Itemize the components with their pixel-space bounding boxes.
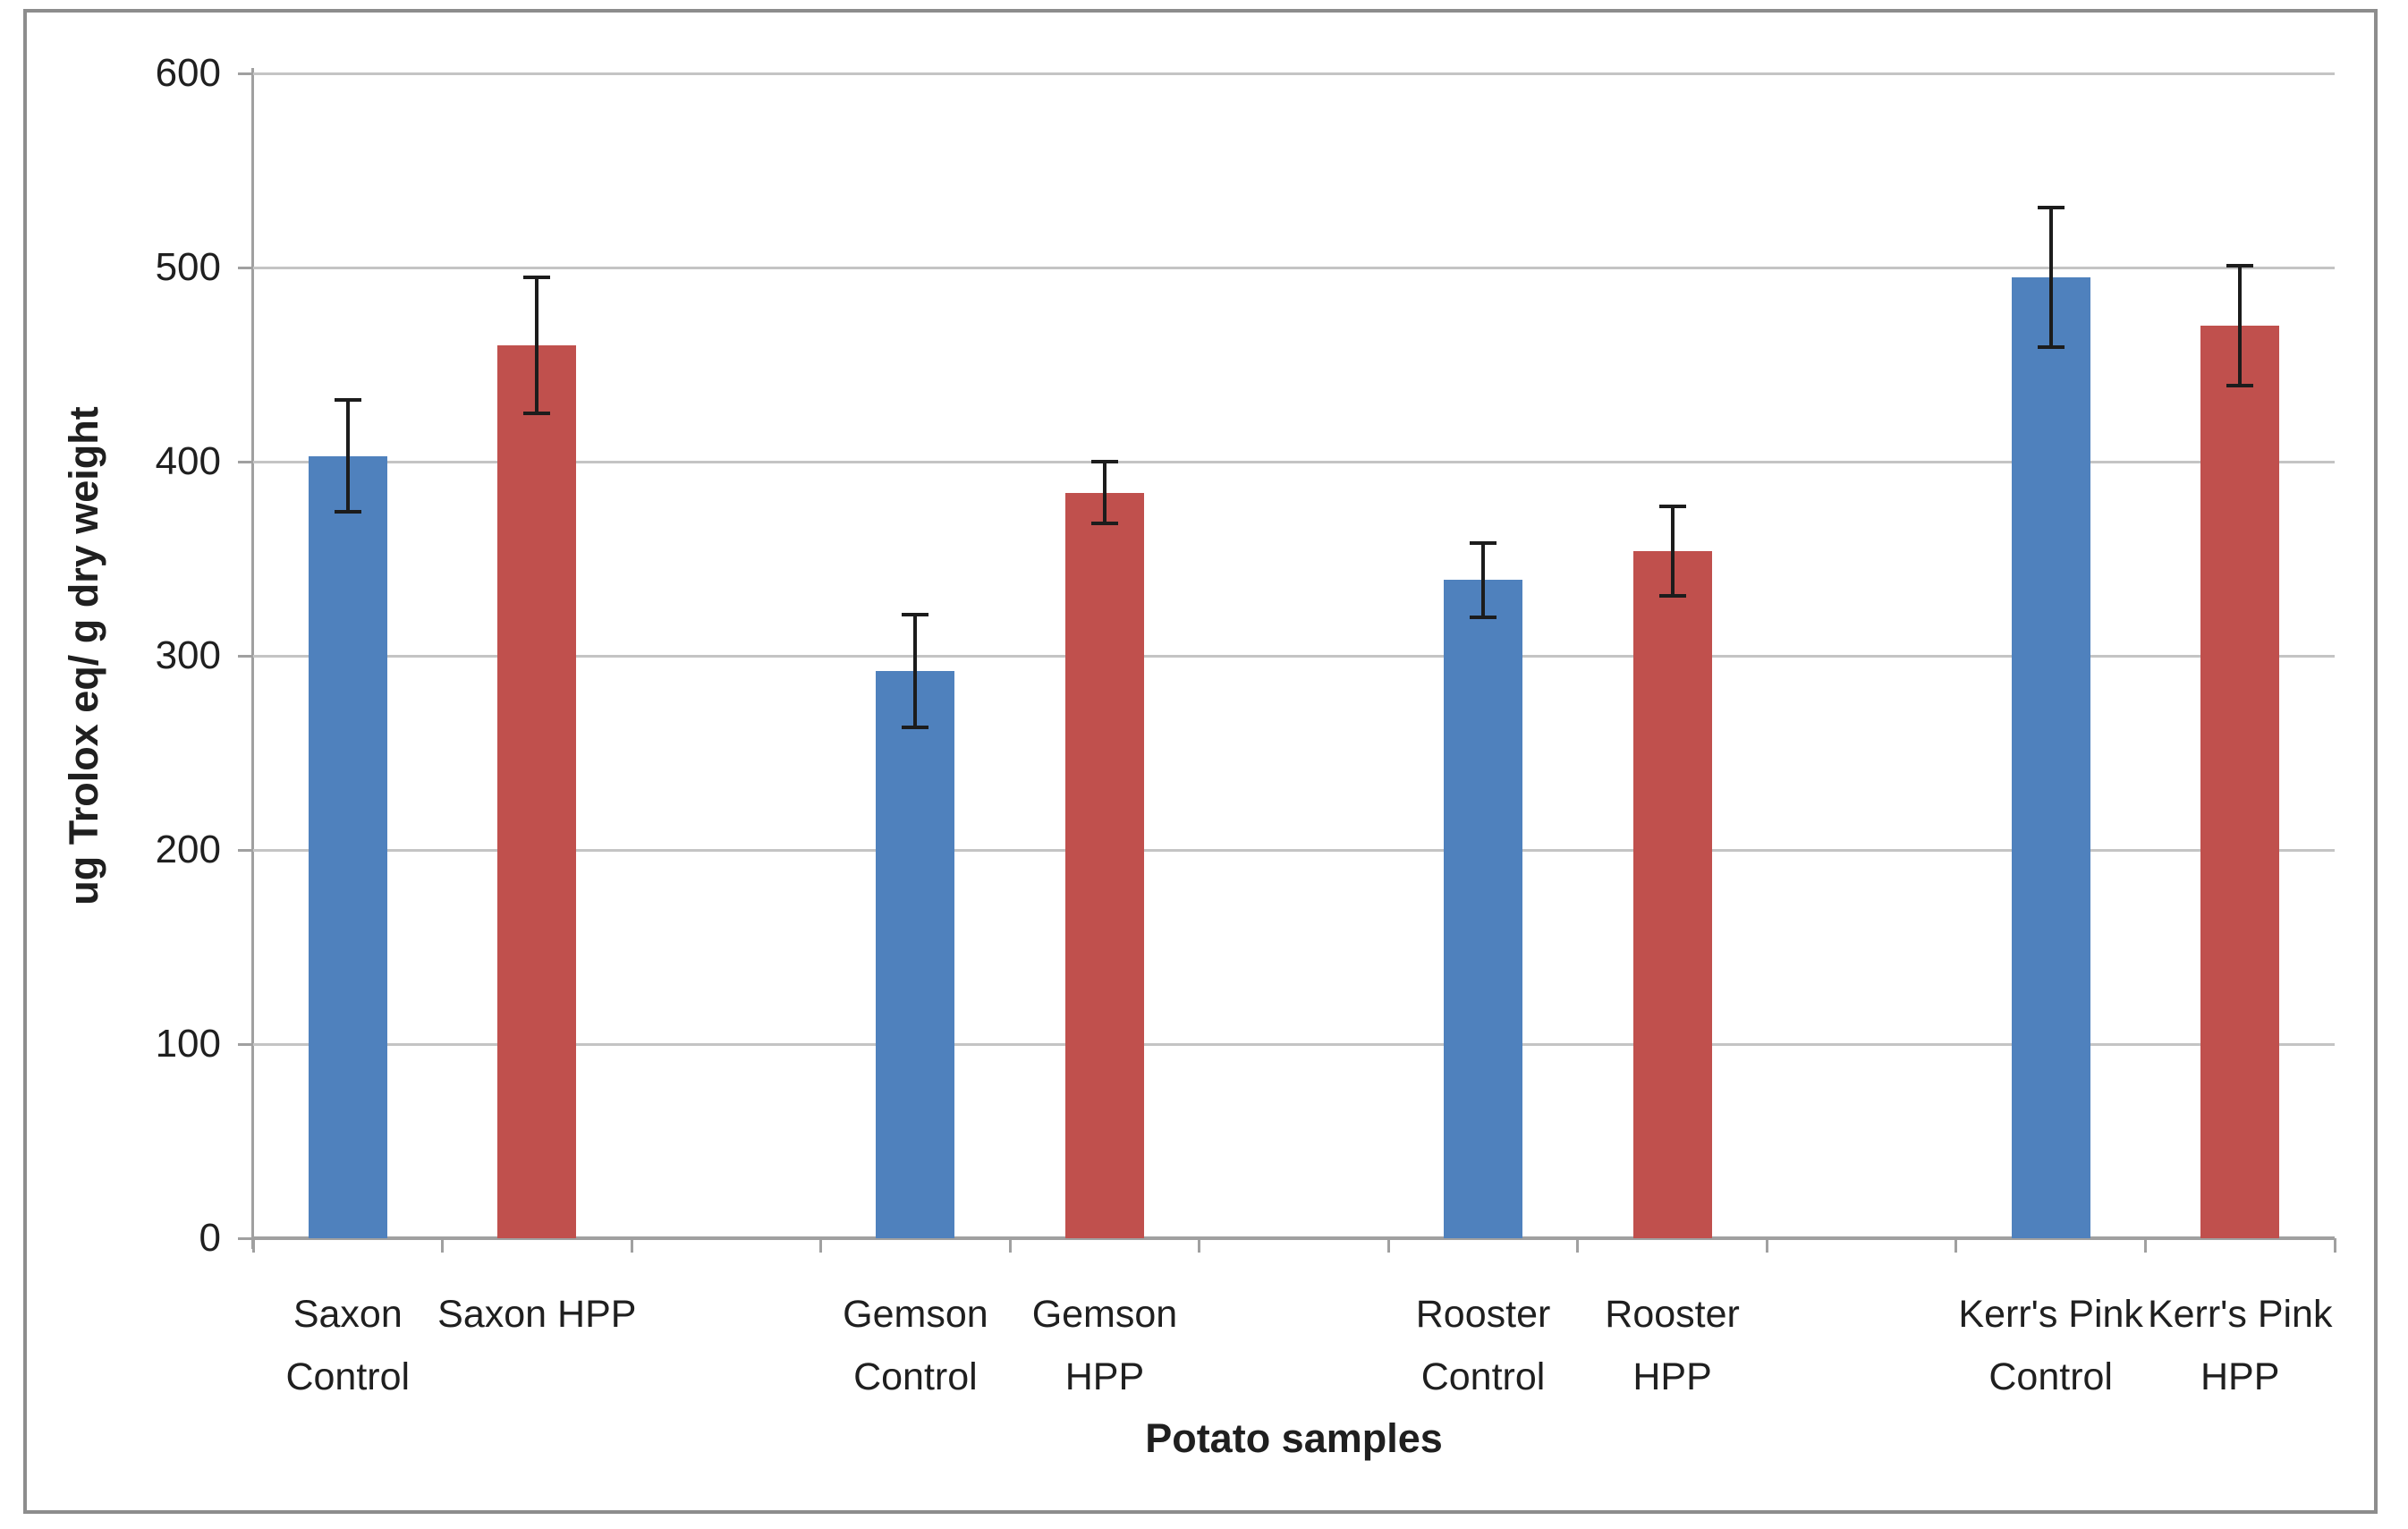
category-label-gemson-control: Gemson Control: [745, 1283, 1085, 1408]
bar-gemson-control: [876, 671, 955, 1238]
error-bar-cap-bottom: [902, 726, 929, 730]
category-label-saxon-control: Saxon Control: [178, 1283, 518, 1408]
error-bar-cap-bottom: [1658, 593, 1686, 598]
y-tick-100: [238, 1043, 252, 1046]
x-tick-11: [2333, 1238, 2336, 1253]
x-tick-9: [1954, 1238, 1958, 1253]
error-bar-line: [1670, 505, 1675, 596]
y-tick-label-600: 600: [155, 51, 221, 95]
category-label-line: Gemson: [843, 1293, 988, 1336]
y-tick-label-300: 300: [155, 633, 221, 677]
category-label-gemson-hpp: Gemson HPP: [935, 1283, 1275, 1408]
bar-gemson-hpp: [1064, 492, 1144, 1238]
bar-kerr-s-pink-control: [2011, 276, 2090, 1238]
category-label-line: Saxon HPP: [437, 1293, 637, 1336]
error-bar-line: [345, 399, 350, 513]
y-tick-400: [238, 461, 252, 463]
error-bar-line: [2048, 207, 2053, 347]
error-bar-cap-top: [334, 397, 361, 402]
y-tick-600: [238, 72, 252, 75]
x-tick-3: [819, 1238, 823, 1253]
error-bar-cap-bottom: [2037, 344, 2065, 349]
bar-rooster-control: [1444, 580, 1523, 1238]
category-label-saxon-hpp: Saxon HPP: [367, 1283, 707, 1346]
category-label-line: Rooster: [1605, 1293, 1740, 1336]
chart-outer-border: [23, 9, 2378, 1514]
category-label-line: HPP: [2200, 1355, 2280, 1398]
y-tick-label-200: 200: [155, 828, 221, 871]
error-bar-line: [1481, 543, 1486, 617]
y-tick-0: [238, 1237, 252, 1240]
category-label-line: Control: [853, 1355, 978, 1398]
error-bar-cap-bottom: [1470, 615, 1497, 619]
error-bar-cap-top: [1090, 460, 1118, 463]
x-tick-2: [630, 1238, 633, 1253]
gridline-y-600: [253, 72, 2335, 75]
y-tick-500: [238, 267, 252, 269]
error-bar-cap-top: [2037, 205, 2065, 209]
error-bar-cap-top: [1470, 541, 1497, 546]
category-label-line: Rooster: [1415, 1293, 1551, 1336]
plot-area: ug Trolox eq/ g dry weight Potato sample…: [61, 51, 2336, 1461]
category-label-kerr-s-pink-control: Kerr's Pink Control: [1881, 1283, 2221, 1408]
category-label-line: Saxon: [293, 1293, 403, 1336]
error-bar-line: [2238, 265, 2243, 386]
error-bar-cap-top: [1658, 504, 1686, 508]
y-tick-label-0: 0: [199, 1216, 221, 1260]
bar-rooster-hpp: [1632, 550, 1712, 1238]
x-tick-10: [2143, 1238, 2147, 1253]
y-tick-200: [238, 849, 252, 852]
x-tick-6: [1386, 1238, 1390, 1253]
bar-saxon-hpp: [497, 344, 577, 1238]
error-bar-cap-top: [523, 275, 551, 279]
error-bar-cap-top: [2226, 263, 2254, 268]
gridline-y-500: [253, 267, 2335, 269]
x-tick-1: [441, 1238, 445, 1253]
x-tick-7: [1576, 1238, 1580, 1253]
error-bar-cap-top: [902, 613, 929, 617]
bar-saxon-control: [308, 455, 387, 1238]
x-tick-5: [1198, 1238, 1201, 1253]
y-tick-label-100: 100: [155, 1022, 221, 1066]
y-axis-line: [251, 68, 254, 1249]
category-label-line: Control: [285, 1355, 411, 1398]
error-bar-cap-bottom: [1090, 522, 1118, 526]
category-label-line: HPP: [1064, 1355, 1145, 1398]
category-label-rooster-control: Rooster Control: [1313, 1283, 1653, 1408]
gridline-y-400: [253, 461, 2335, 463]
error-bar-line: [535, 276, 539, 413]
error-bar-cap-bottom: [523, 411, 551, 415]
x-tick-4: [1008, 1238, 1012, 1253]
x-tick-8: [1765, 1238, 1768, 1253]
bar-kerr-s-pink-hpp: [2200, 326, 2280, 1238]
category-label-line: Kerr's Pink: [2147, 1293, 2333, 1336]
x-axis-title: Potato samples: [1145, 1415, 1443, 1461]
category-label-line: Kerr's Pink: [1958, 1293, 2143, 1336]
gridline-y-300: [253, 655, 2335, 658]
y-tick-label-500: 500: [155, 245, 221, 289]
category-label-line: Gemson: [1031, 1293, 1178, 1336]
category-label-line: Control: [1420, 1355, 1546, 1398]
category-label-line: Control: [1988, 1355, 2113, 1398]
category-label-rooster-hpp: Rooster HPP: [1503, 1283, 1843, 1408]
y-tick-300: [238, 655, 252, 658]
gridline-y-200: [253, 849, 2335, 852]
y-tick-label-400: 400: [155, 439, 221, 483]
error-bar-cap-bottom: [334, 510, 361, 514]
error-bar-line: [1102, 462, 1106, 524]
gridline-y-100: [253, 1043, 2335, 1046]
x-axis-line: [251, 1236, 2335, 1240]
category-label-line: HPP: [1632, 1355, 1712, 1398]
category-label-kerr-s-pink-hpp: Kerr's Pink HPP: [2070, 1283, 2408, 1408]
error-bar-line: [913, 615, 918, 728]
error-bar-cap-bottom: [2226, 384, 2254, 388]
x-tick-0: [251, 1238, 255, 1253]
